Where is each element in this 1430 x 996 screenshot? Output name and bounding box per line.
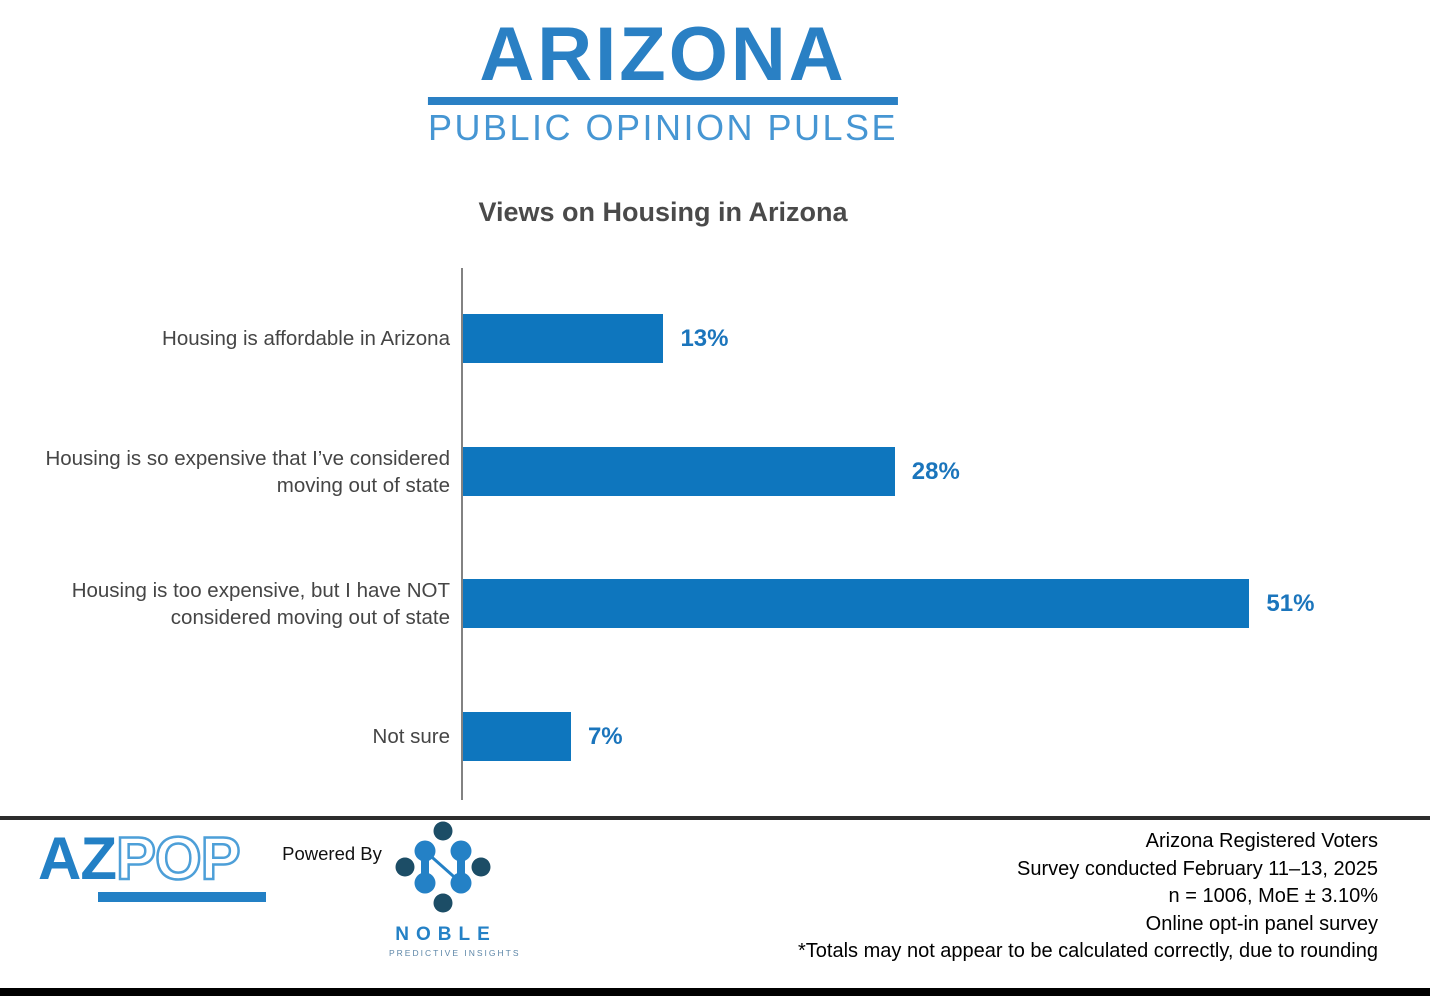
azpop-logo-az: AZ bbox=[38, 825, 117, 892]
survey-source-notes: Arizona Registered Voters Survey conducte… bbox=[798, 828, 1378, 966]
bar bbox=[463, 579, 1250, 628]
bottom-border-bar bbox=[0, 988, 1430, 996]
chart-bar-row: Housing is too expensive, but I have NOT… bbox=[0, 578, 1430, 629]
bar bbox=[463, 314, 664, 363]
bar bbox=[463, 447, 895, 496]
azpop-logo-pop: POP bbox=[115, 825, 242, 892]
value-label: 51% bbox=[1266, 589, 1315, 617]
value-label: 28% bbox=[911, 457, 960, 485]
source-note-line: Survey conducted February 11–13, 2025 bbox=[1017, 857, 1378, 880]
category-label: Housing is affordable in Arizona bbox=[162, 327, 450, 350]
azpop-footer-logo: AZPOP bbox=[38, 827, 266, 902]
azpop-brand-logo: ARIZONA PUBLIC OPINION PULSE bbox=[427, 12, 899, 149]
powered-by-label: Powered By bbox=[282, 843, 382, 864]
azpop-logo-underline bbox=[98, 892, 266, 902]
brand-subtitle: PUBLIC OPINION PULSE bbox=[427, 107, 899, 149]
noble-logo: NOBLE PREDICTIVE INSIGHTS bbox=[389, 819, 521, 958]
y-axis-line bbox=[461, 268, 463, 800]
chart-bar-row: Housing is so expensive that I’ve consid… bbox=[0, 446, 1430, 497]
chart-bar-row: Not sure 7% bbox=[0, 712, 1430, 761]
source-note-line: Arizona Registered Voters bbox=[1145, 830, 1378, 852]
category-label: Housing is too expensive, but I have NOT… bbox=[71, 578, 450, 629]
chart-title: Views on Housing in Arizona bbox=[478, 197, 848, 227]
azpop-logo-text: AZPOP bbox=[38, 827, 266, 890]
brand-title: ARIZONA bbox=[479, 12, 847, 97]
source-note-line: *Totals may not appear to be calculated … bbox=[798, 940, 1378, 962]
noble-name: NOBLE bbox=[395, 924, 497, 945]
value-label: 7% bbox=[587, 722, 623, 750]
source-note-line: n = 1006, MoE ± 3.10% bbox=[1168, 885, 1378, 907]
chart-bar-row: Housing is affordable in Arizona 13% bbox=[0, 314, 1430, 363]
brand-underline bbox=[427, 97, 899, 106]
value-label: 13% bbox=[680, 324, 729, 352]
noble-tagline: PREDICTIVE INSIGHTS bbox=[389, 948, 521, 958]
footer-divider bbox=[0, 816, 1430, 820]
bar bbox=[463, 712, 571, 761]
noble-network-icon bbox=[395, 821, 491, 913]
category-label: Housing is so expensive that I’ve consid… bbox=[45, 446, 450, 497]
category-label: Not sure bbox=[372, 725, 450, 748]
source-note-line: Online opt-in panel survey bbox=[1145, 912, 1378, 935]
